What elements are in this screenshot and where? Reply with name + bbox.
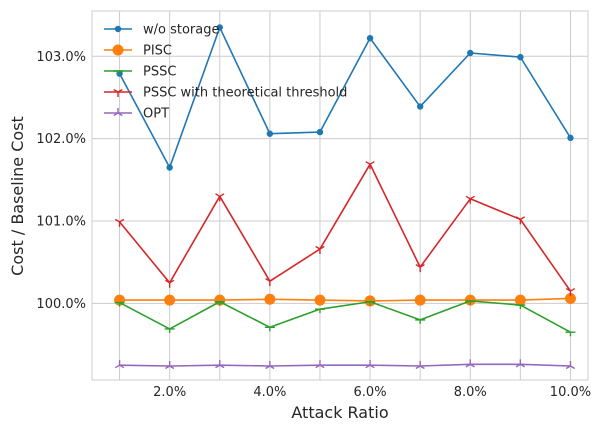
data-point (464, 294, 476, 306)
data-point (415, 264, 425, 273)
x-tick-label: 2.0% (153, 385, 186, 400)
data-point (465, 195, 475, 204)
data-point (467, 49, 474, 57)
data-point (365, 161, 375, 170)
legend-swatch-marker (113, 70, 123, 75)
data-point (165, 279, 175, 288)
legend-item: w/o storage (104, 23, 219, 38)
data-point (414, 294, 426, 306)
legend-label: w/o storage (143, 23, 219, 38)
legend-swatch-marker (113, 108, 123, 117)
data-point (215, 193, 225, 202)
data-point (315, 245, 325, 255)
ticks: 2.0% 4.0% 6.0% 8.0% 10.0% 100.0% 101.0% 102.0% 1… (36, 50, 591, 400)
data-point (216, 24, 223, 31)
data-point (114, 301, 125, 307)
data-point (265, 278, 275, 287)
data-point (264, 293, 276, 305)
series-4 (114, 359, 576, 370)
data-point (314, 294, 326, 306)
data-point (266, 130, 274, 137)
legend-label: OPT (143, 107, 169, 122)
data-point (565, 360, 576, 370)
data-point (415, 360, 425, 370)
legend: w/o storage PISC PSSC PSSC with theoretical… (104, 23, 347, 122)
data-point (316, 128, 324, 136)
series-line (119, 297, 571, 302)
legend-item: OPT (104, 107, 169, 122)
x-tick-label: 8.0% (454, 385, 487, 400)
data-point (214, 301, 225, 306)
series-0 (116, 24, 574, 171)
y-tick-label: 102.0% (36, 132, 86, 147)
data-point (364, 295, 376, 307)
series-line (119, 300, 571, 333)
y-tick-label: 100.0% (36, 297, 86, 312)
x-tick-label: 6.0% (354, 385, 387, 400)
data-point (215, 360, 225, 369)
plot-frame (91, 10, 589, 381)
data-point (315, 360, 325, 369)
data-point (564, 292, 576, 304)
data-point (517, 53, 524, 61)
x-tick-label: 4.0% (253, 385, 286, 400)
x-tick-label: 10.0% (550, 385, 591, 400)
data-point (465, 359, 475, 368)
data-point (165, 360, 175, 370)
data-point (415, 319, 426, 324)
legend-label: PISC (143, 44, 172, 59)
data-point (515, 304, 526, 310)
data-point (515, 359, 526, 368)
data-point (264, 326, 275, 332)
series-line (118, 26, 572, 169)
legend-item: PSSC with theoretical threshold (104, 86, 347, 101)
series-layer (114, 24, 576, 370)
x-axis-label: Attack Ratio (291, 403, 388, 422)
data-point (114, 360, 125, 369)
series-3 (114, 161, 576, 297)
series-2 (114, 300, 576, 337)
data-point (416, 103, 424, 110)
y-tick-label: 103.0% (36, 50, 86, 65)
legend-item: PSSC (104, 65, 176, 80)
series-line (119, 363, 571, 367)
data-point (365, 360, 375, 369)
data-point (164, 294, 176, 306)
data-point (514, 294, 526, 306)
data-point (314, 308, 325, 314)
data-point (567, 134, 574, 142)
data-point (114, 218, 125, 227)
data-point (166, 164, 173, 171)
y-tick-label: 101.0% (36, 215, 86, 230)
legend-label: PSSC (143, 65, 176, 80)
legend-swatch-marker (112, 44, 124, 56)
legend-item: PISC (104, 44, 172, 59)
data-point (565, 287, 576, 297)
data-point (565, 331, 576, 337)
data-point (465, 300, 476, 305)
y-axis-label: Cost / Baseline Cost (8, 116, 27, 276)
legend-swatch-marker (114, 25, 122, 33)
legend-swatch-marker (113, 88, 123, 97)
data-point (366, 34, 374, 42)
data-point (515, 216, 526, 225)
data-point (164, 328, 175, 333)
legend-label: PSSC with theoretical threshold (143, 86, 347, 101)
series-line (118, 163, 572, 292)
data-point (265, 360, 275, 370)
data-point (365, 301, 376, 306)
